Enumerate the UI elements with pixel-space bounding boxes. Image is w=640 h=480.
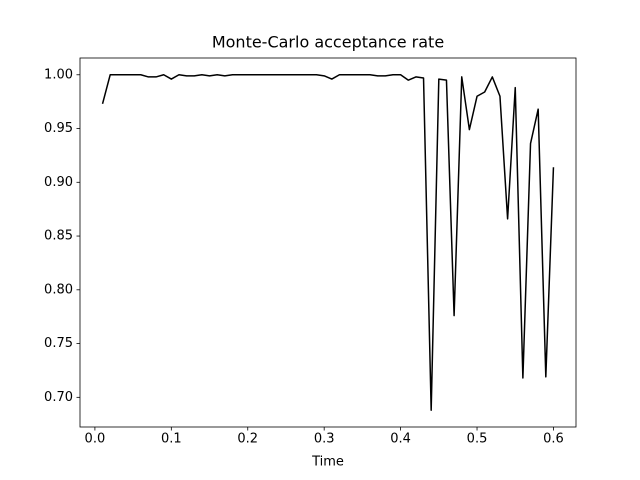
y-tick-label: 0.85 [44, 229, 73, 244]
x-tick-label: 0.3 [314, 432, 335, 447]
x-tick-label: 0.6 [543, 432, 564, 447]
x-tick-label: 0.5 [467, 432, 488, 447]
x-tick-label: 0.1 [161, 432, 182, 447]
y-tick-label: 0.75 [44, 336, 73, 351]
x-tick-label: 0.0 [85, 432, 106, 447]
data-line [101, 74, 555, 411]
x-axis-label: Time [311, 455, 344, 470]
y-tick-label: 0.70 [44, 390, 73, 405]
y-tick-label: 0.95 [44, 121, 73, 136]
y-tick-label: 0.90 [44, 175, 73, 190]
x-tick-label: 0.2 [237, 432, 258, 447]
chart-title: Monte-Carlo acceptance rate [212, 33, 444, 52]
y-tick-label: 0.80 [44, 282, 73, 297]
y-tick-label: 1.00 [44, 67, 73, 82]
plot-frame [79, 57, 577, 428]
x-tick-label: 0.4 [390, 432, 411, 447]
